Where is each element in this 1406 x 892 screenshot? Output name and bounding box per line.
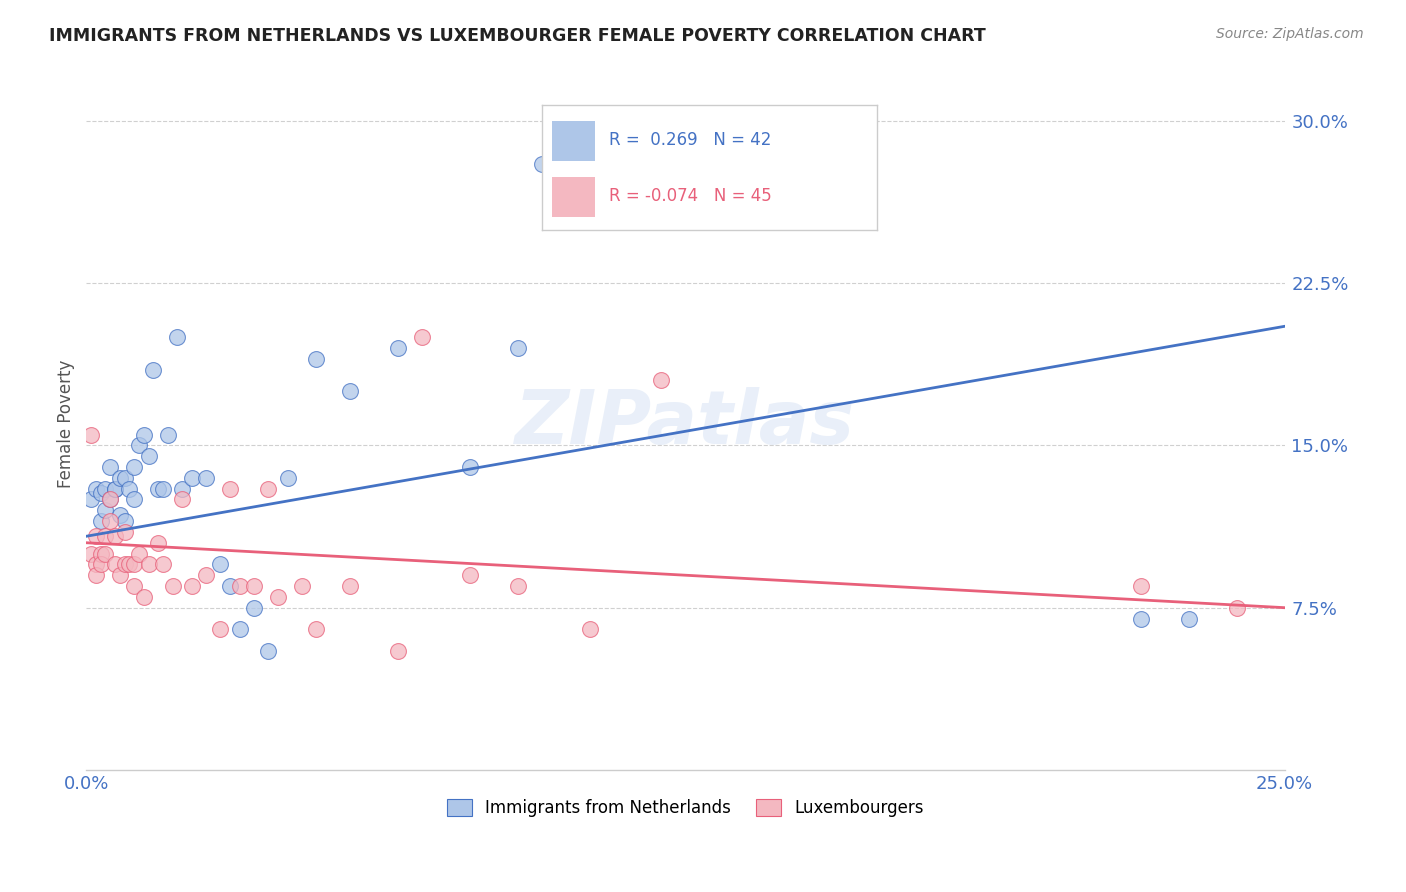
Point [122,492,145,507]
Point [128,547,150,561]
Point [152,482,174,496]
Point [108,471,131,485]
Point [1129,579,1152,593]
Point [506,579,529,593]
Point [132,427,155,442]
Point [172,492,194,507]
Point [305,623,328,637]
Point [1225,600,1247,615]
Point [209,623,232,637]
Point [122,579,145,593]
Point [114,524,136,539]
Point [1129,611,1152,625]
Point [104,482,127,496]
Point [104,482,127,496]
Point [156,427,179,442]
Point [166,330,188,344]
Point [104,529,127,543]
Point [219,579,242,593]
Point [209,558,232,572]
Point [108,508,131,522]
Point [138,558,160,572]
Text: IMMIGRANTS FROM NETHERLANDS VS LUXEMBOURGER FEMALE POVERTY CORRELATION CHART: IMMIGRANTS FROM NETHERLANDS VS LUXEMBOUR… [49,27,986,45]
Point [578,623,600,637]
Point [148,482,170,496]
Point [305,351,328,366]
Point [277,471,299,485]
Point [122,558,145,572]
Point [228,579,250,593]
Point [172,482,194,496]
Point [138,449,160,463]
Point [506,341,529,355]
Point [84,529,107,543]
Point [132,590,155,604]
Text: Source: ZipAtlas.com: Source: ZipAtlas.com [1216,27,1364,41]
Point [458,568,481,582]
Point [94,482,117,496]
Point [114,471,136,485]
Point [80,427,103,442]
Point [257,644,280,658]
Point [90,558,112,572]
Point [90,547,112,561]
Point [118,482,141,496]
Y-axis label: Female Poverty: Female Poverty [58,359,75,488]
Point [108,568,131,582]
Point [118,558,141,572]
Point [180,579,202,593]
Point [94,529,117,543]
Point [195,568,218,582]
Point [530,157,553,171]
Point [458,460,481,475]
Point [148,535,170,549]
Point [650,373,672,387]
Point [90,486,112,500]
Point [152,558,174,572]
Point [243,579,266,593]
Point [243,600,266,615]
Point [94,547,117,561]
Point [84,568,107,582]
Point [80,547,103,561]
Point [94,503,117,517]
Point [1177,611,1199,625]
Point [90,514,112,528]
Point [195,471,218,485]
Point [387,341,409,355]
Point [122,460,145,475]
Text: ZIPatlas: ZIPatlas [516,387,855,460]
Point [142,362,165,376]
Point [98,514,121,528]
Point [128,438,150,452]
Point [411,330,433,344]
Point [267,590,290,604]
Point [98,492,121,507]
Point [114,558,136,572]
Point [339,579,361,593]
Point [339,384,361,399]
Point [104,558,127,572]
Point [84,558,107,572]
Point [387,644,409,658]
Point [180,471,202,485]
Point [219,482,242,496]
Point [162,579,184,593]
Point [80,492,103,507]
Point [84,482,107,496]
Point [114,514,136,528]
Point [98,460,121,475]
Point [291,579,314,593]
Point [98,492,121,507]
Point [228,623,250,637]
Point [257,482,280,496]
Legend: Immigrants from Netherlands, Luxembourgers: Immigrants from Netherlands, Luxembourge… [440,792,931,824]
